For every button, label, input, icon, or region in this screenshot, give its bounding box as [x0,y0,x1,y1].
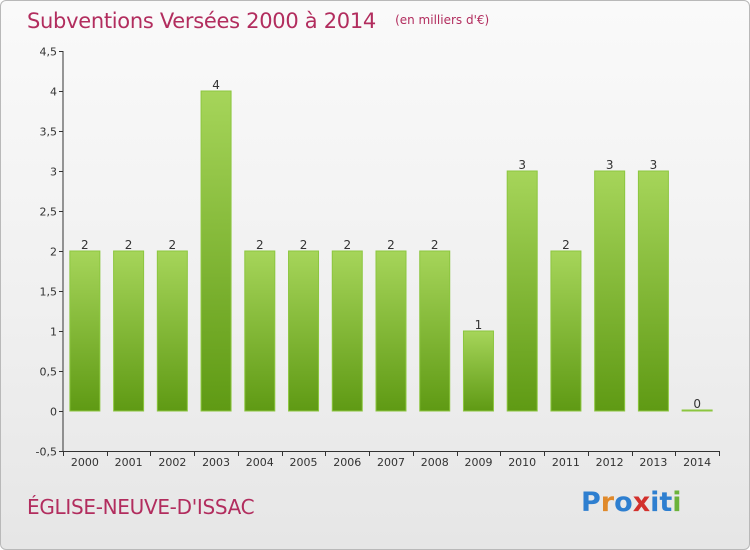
commune-name: ÉGLISE-NEUVE-D'ISSAC [27,495,255,519]
chart-subtitle: (en milliers d'€) [395,13,490,27]
y-tick-label: 2,5 [40,206,58,219]
bar-2008 [419,250,451,412]
bar-2014 [681,409,713,412]
x-tick-label: 2009 [464,456,492,469]
logo-letter: P [581,487,601,518]
data-label: 2 [256,238,264,252]
y-tick-label: 3 [50,166,57,179]
chart-title: Subventions Versées 2000 à 2014 [27,9,376,33]
data-label: 2 [169,238,177,252]
x-tick-label: 2008 [421,456,449,469]
x-tick-label: 2004 [246,456,274,469]
data-label: 2 [300,238,308,252]
bar-layer: 2 2 2 4 2 2 2 2 2 1 3 2 3 3 0 [69,78,713,412]
x-tick-label: 2006 [333,456,361,469]
logo-letter: i [672,487,682,518]
bar-2010 [506,170,538,412]
data-label: 0 [693,397,701,411]
proxiti-logo: Proxiti [581,487,682,518]
y-tick-label: 3,5 [40,126,58,139]
data-label: 2 [562,238,570,252]
y-tick-label: 0,5 [40,366,58,379]
bar-2002 [156,250,188,412]
data-label: 4 [212,78,220,92]
x-tick-label: 2012 [596,456,624,469]
logo-letter: x [632,487,651,518]
y-tick-label: 2 [50,246,57,259]
bar-2012 [594,170,626,412]
data-label: 2 [387,238,395,252]
bar-2004 [244,250,276,412]
y-tick-label: 4 [50,86,57,99]
data-label: 2 [431,238,439,252]
logo-letter: t [659,487,673,518]
x-tick-label: 2013 [639,456,667,469]
data-label: 3 [606,158,614,172]
x-tick-label: 2011 [552,456,580,469]
x-tick-label: 2000 [71,456,99,469]
data-label: 2 [125,238,133,252]
title-row: Subventions Versées 2000 à 2014 (en mill… [27,9,489,33]
bar-2006 [331,250,363,412]
x-tick-label: 2007 [377,456,405,469]
bar-2011 [550,250,582,412]
x-tick-label: 2003 [202,456,230,469]
y-tick-label: 0 [50,406,57,419]
logo-letter: i [650,487,660,518]
x-tick-label: 2005 [290,456,318,469]
bar-2005 [288,250,320,412]
data-label: 1 [475,318,483,332]
y-tick-label: 4,5 [40,46,58,59]
x-tick-label: 2001 [115,456,143,469]
data-label: 2 [81,238,89,252]
bar-2013 [637,170,669,412]
bar-2003 [200,90,232,412]
x-tick-label: 2010 [508,456,536,469]
y-tick-label: -0,5 [36,446,57,459]
bar-2001 [113,250,145,412]
logo-letter: o [614,487,633,518]
y-tick-label: 1 [50,326,57,339]
bar-2007 [375,250,407,412]
x-tick-label: 2002 [158,456,186,469]
bar-2000 [69,250,101,412]
x-tick-label: 2014 [683,456,711,469]
data-label: 3 [518,158,526,172]
axis-layer: -0,5 0 0,5 1 1,5 2 2,5 3 3,5 4 4,5 2000 2001 2002 2003… [36,46,720,469]
logo-letter: r [600,487,615,518]
y-tick-label: 1,5 [40,286,58,299]
data-label: 2 [343,238,351,252]
data-label: 3 [650,158,658,172]
bar-2009 [462,330,494,412]
